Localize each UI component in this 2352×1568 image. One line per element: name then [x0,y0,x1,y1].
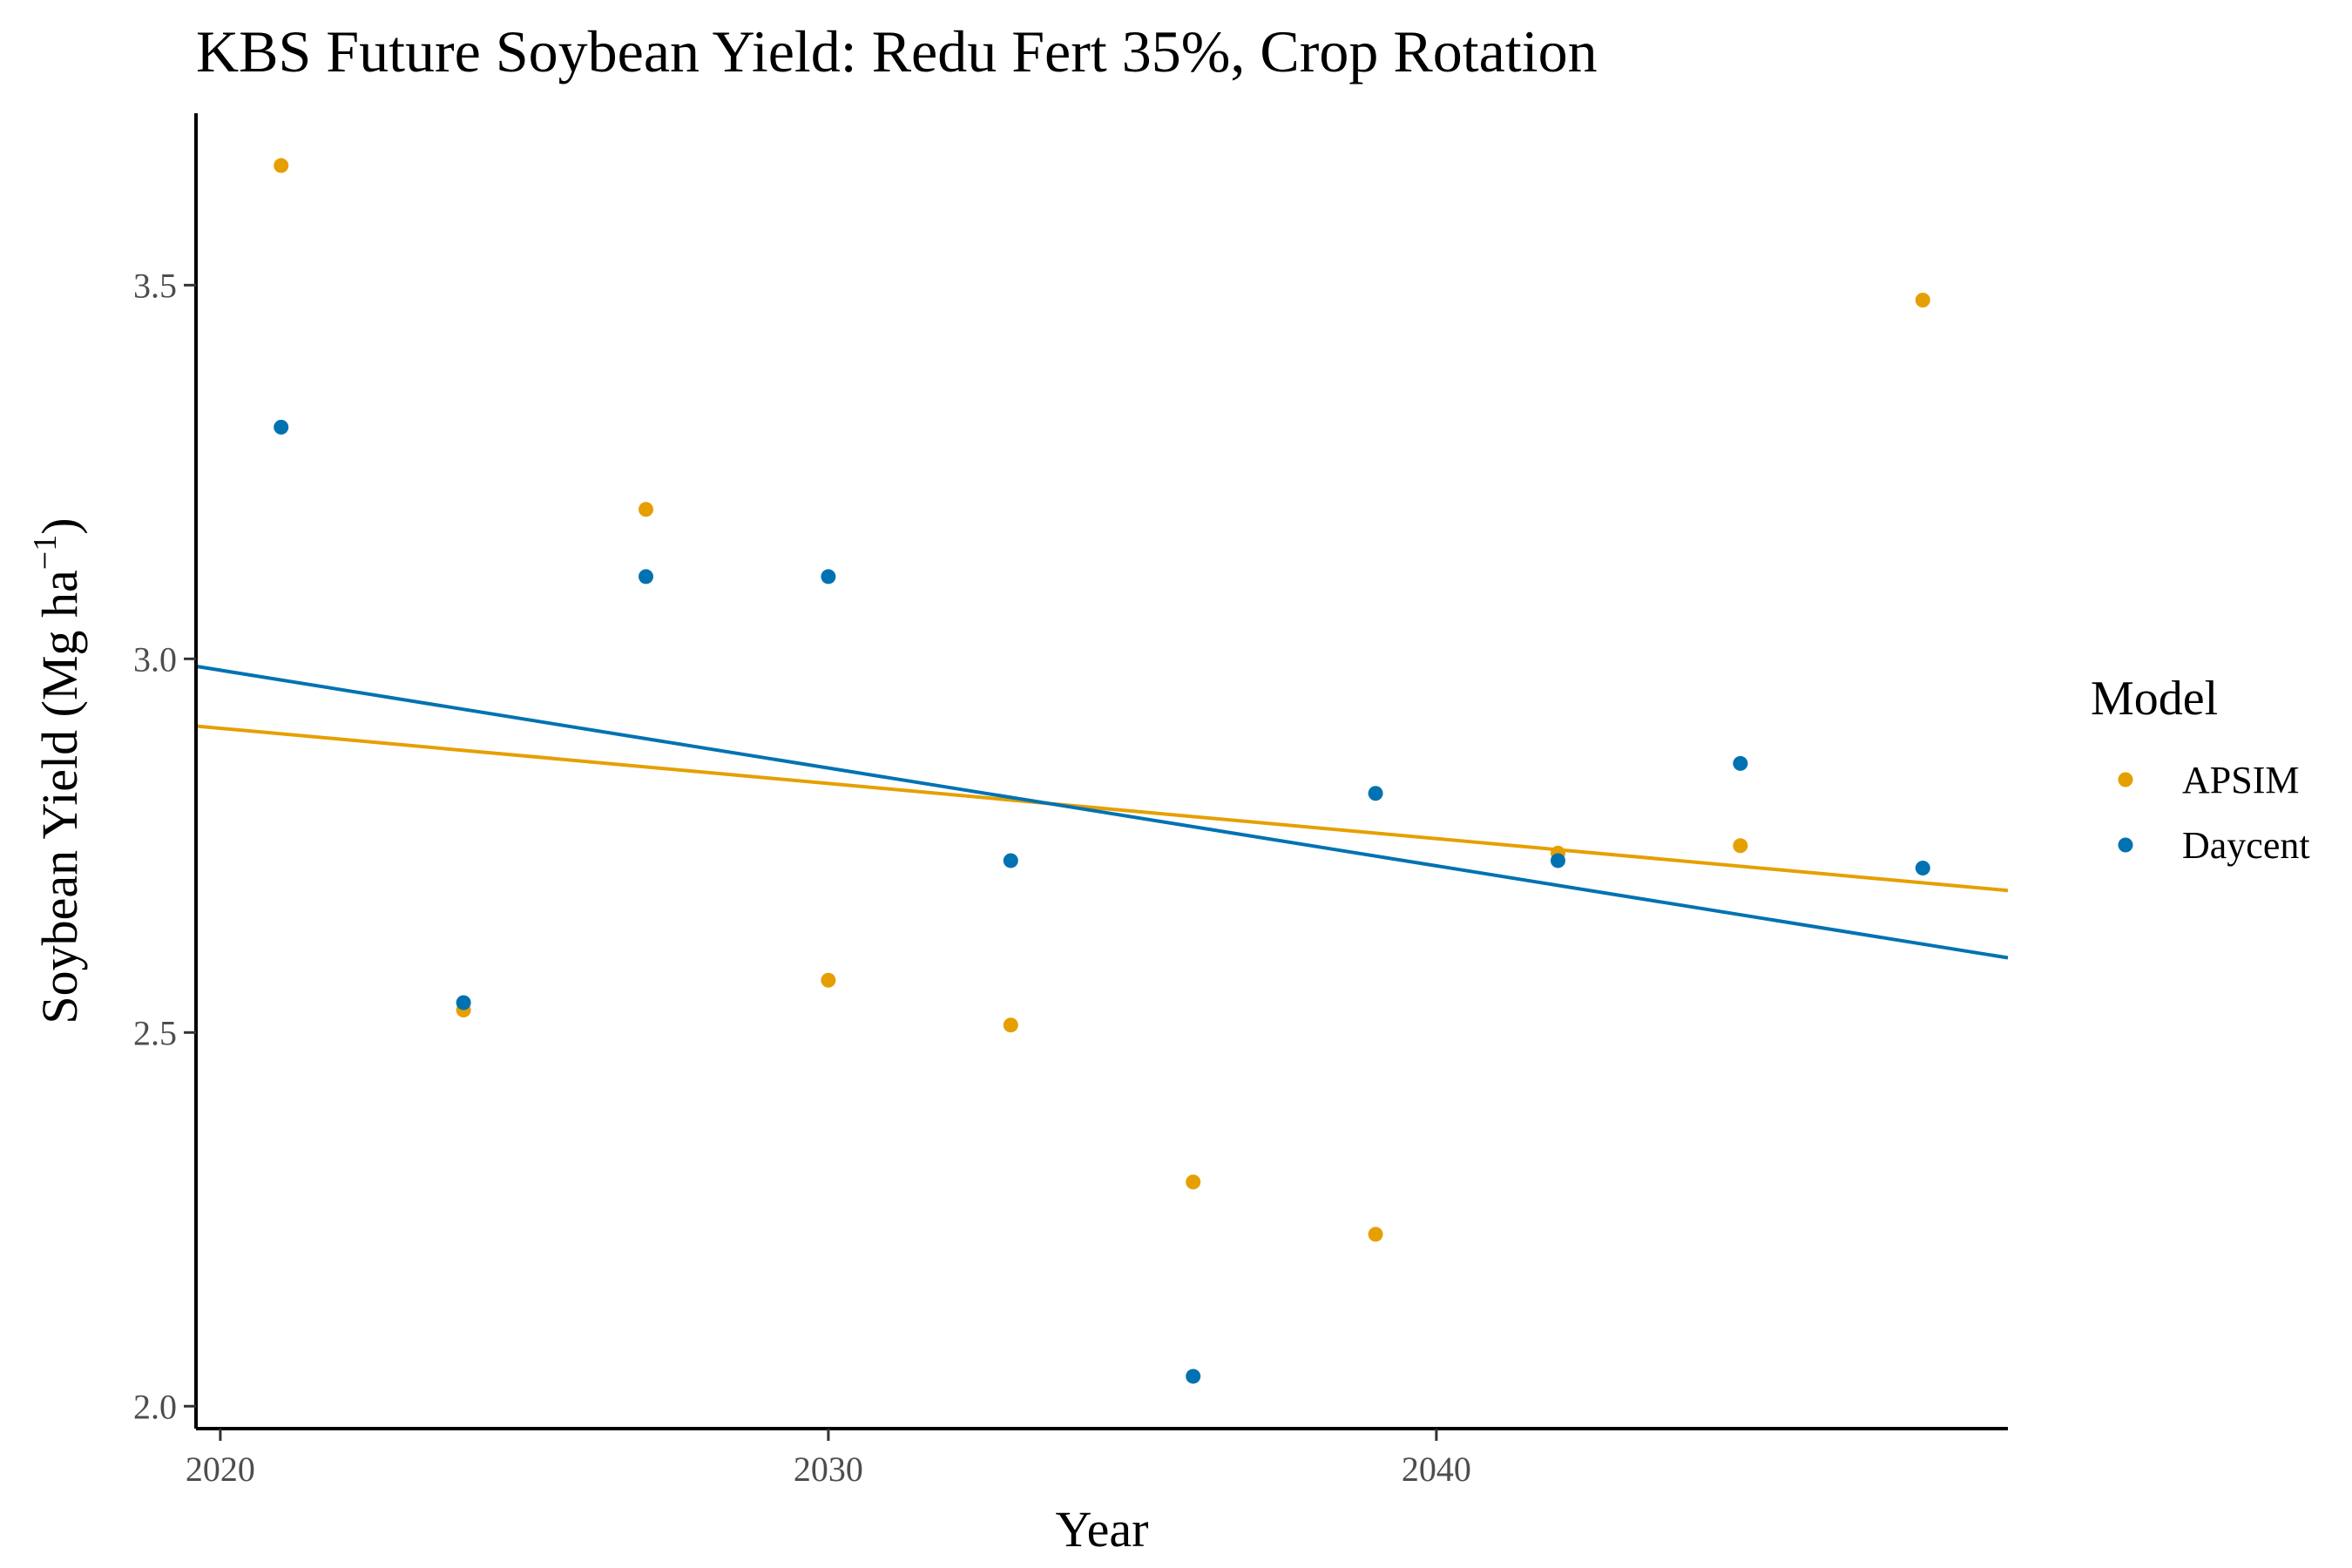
data-point-apsim [274,158,289,173]
data-point-daycent [274,419,289,435]
legend-label-daycent: Daycent [2182,824,2310,867]
trend-lines [195,664,2009,960]
y-axis-ticks: 2.0 2.5 3.0 3.5 [133,266,196,1426]
trend-line-apsim [195,724,2009,893]
data-point-daycent [639,569,654,585]
data-point-daycent [1368,786,1383,801]
data-point-apsim [1368,1227,1383,1242]
data-point-daycent [1003,853,1018,868]
legend-label-apsim: APSIM [2182,759,2300,801]
data-point-apsim [1186,1174,1201,1190]
x-tick-label: 2030 [794,1450,863,1489]
data-point-apsim [1003,1017,1018,1033]
x-axis-title: Year [1056,1501,1149,1558]
y-axis-title-superscript: −1 [27,535,64,570]
legend-key-daycent [2118,837,2133,853]
trend-line-daycent [195,664,2009,960]
y-tick-label: 3.0 [133,639,177,679]
data-point-daycent [821,569,836,585]
legend-key-apsim [2118,772,2133,787]
legend-items: APSIM Daycent [2118,759,2310,867]
data-point-daycent [1186,1369,1201,1384]
x-tick-label: 2040 [1402,1450,1471,1489]
chart-title: KBS Future Soybean Yield: Redu Fert 35%,… [196,18,1598,84]
x-axis-ticks: 2020 2030 2040 [186,1429,1471,1489]
data-point-daycent [1915,861,1930,876]
y-axis-title-main: Soybean Yield (Mg ha [31,570,88,1024]
x-tick-label: 2020 [186,1450,255,1489]
y-axis-title-close: ) [31,517,88,534]
data-point-apsim [1915,292,1930,308]
data-point-daycent [1550,853,1565,868]
data-points [274,158,1930,1384]
y-tick-label: 2.5 [133,1013,177,1052]
data-point-apsim [821,972,836,988]
data-point-daycent [1733,755,1748,771]
data-point-apsim [1733,838,1748,854]
data-point-daycent [456,995,471,1010]
y-tick-label: 3.5 [133,266,177,305]
data-point-apsim [639,502,654,517]
y-axis-title: Soybean Yield (Mg ha−1) [27,517,88,1024]
y-tick-label: 2.0 [133,1387,177,1426]
legend: Model APSIM Daycent [2091,672,2310,867]
legend-title: Model [2091,672,2218,726]
